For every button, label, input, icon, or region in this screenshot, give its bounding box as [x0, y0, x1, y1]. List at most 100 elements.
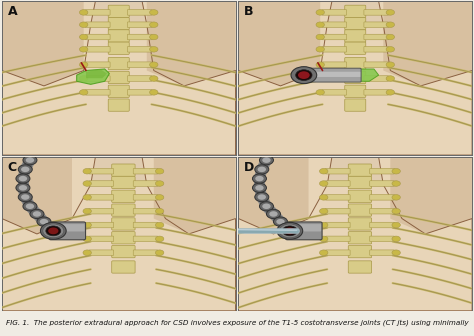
Circle shape	[80, 76, 88, 81]
Circle shape	[319, 181, 328, 186]
Circle shape	[155, 250, 164, 255]
Circle shape	[18, 165, 32, 174]
Circle shape	[83, 236, 91, 242]
Polygon shape	[2, 1, 84, 86]
FancyBboxPatch shape	[128, 34, 152, 40]
Circle shape	[255, 176, 264, 181]
Polygon shape	[91, 1, 147, 25]
FancyBboxPatch shape	[50, 224, 85, 232]
Circle shape	[269, 211, 278, 217]
Circle shape	[386, 62, 394, 68]
FancyBboxPatch shape	[364, 22, 389, 28]
FancyBboxPatch shape	[348, 176, 372, 188]
Text: D: D	[244, 161, 255, 174]
FancyBboxPatch shape	[348, 261, 372, 273]
Circle shape	[259, 156, 273, 165]
Circle shape	[257, 194, 266, 200]
FancyBboxPatch shape	[322, 62, 346, 68]
Circle shape	[253, 174, 266, 183]
FancyBboxPatch shape	[287, 224, 321, 232]
Circle shape	[155, 195, 164, 200]
Circle shape	[392, 168, 401, 174]
Circle shape	[18, 176, 27, 181]
FancyBboxPatch shape	[112, 218, 135, 230]
FancyBboxPatch shape	[108, 99, 129, 111]
FancyBboxPatch shape	[128, 76, 152, 81]
FancyBboxPatch shape	[89, 222, 114, 228]
FancyBboxPatch shape	[303, 68, 361, 82]
FancyBboxPatch shape	[85, 90, 110, 95]
FancyBboxPatch shape	[370, 195, 394, 200]
Circle shape	[155, 208, 164, 214]
FancyBboxPatch shape	[348, 232, 372, 244]
Polygon shape	[238, 1, 472, 155]
Circle shape	[262, 157, 271, 163]
Circle shape	[279, 224, 301, 238]
Circle shape	[386, 34, 394, 40]
Circle shape	[283, 226, 297, 236]
FancyBboxPatch shape	[370, 250, 394, 255]
Circle shape	[316, 22, 324, 28]
FancyBboxPatch shape	[370, 208, 394, 214]
FancyBboxPatch shape	[108, 71, 129, 84]
FancyBboxPatch shape	[370, 168, 394, 174]
Polygon shape	[327, 157, 383, 185]
FancyBboxPatch shape	[364, 90, 389, 95]
Polygon shape	[351, 69, 379, 81]
Circle shape	[43, 224, 64, 238]
Circle shape	[23, 156, 37, 165]
FancyBboxPatch shape	[370, 222, 394, 228]
FancyBboxPatch shape	[112, 164, 135, 176]
Text: FIG. 1.  The posterior extradural approach for CSD involves exposure of the T1-5: FIG. 1. The posterior extradural approac…	[6, 320, 468, 326]
FancyBboxPatch shape	[322, 10, 346, 15]
FancyBboxPatch shape	[112, 176, 135, 188]
FancyBboxPatch shape	[322, 22, 346, 28]
FancyBboxPatch shape	[322, 34, 346, 40]
FancyBboxPatch shape	[325, 195, 350, 200]
Circle shape	[33, 211, 41, 217]
Circle shape	[155, 181, 164, 186]
Polygon shape	[390, 157, 472, 234]
FancyBboxPatch shape	[345, 99, 366, 111]
Circle shape	[150, 47, 158, 52]
Circle shape	[83, 208, 91, 214]
Circle shape	[316, 47, 324, 52]
FancyBboxPatch shape	[325, 250, 350, 255]
Circle shape	[386, 10, 394, 15]
Circle shape	[150, 22, 158, 28]
Circle shape	[392, 195, 401, 200]
Circle shape	[150, 90, 158, 95]
Circle shape	[26, 204, 34, 209]
Text: B: B	[244, 5, 254, 18]
Circle shape	[296, 70, 312, 81]
FancyBboxPatch shape	[345, 85, 366, 97]
Circle shape	[392, 208, 401, 214]
FancyBboxPatch shape	[128, 10, 152, 15]
FancyBboxPatch shape	[133, 181, 158, 186]
FancyBboxPatch shape	[128, 62, 152, 68]
Circle shape	[319, 222, 328, 228]
FancyBboxPatch shape	[133, 168, 158, 174]
FancyBboxPatch shape	[133, 222, 158, 228]
Circle shape	[276, 219, 285, 224]
Circle shape	[48, 227, 58, 234]
FancyBboxPatch shape	[108, 57, 129, 70]
Polygon shape	[2, 157, 72, 234]
Circle shape	[21, 194, 29, 200]
Circle shape	[392, 222, 401, 228]
Circle shape	[255, 193, 269, 202]
Circle shape	[255, 185, 264, 191]
Circle shape	[277, 222, 303, 239]
FancyBboxPatch shape	[133, 236, 158, 242]
Circle shape	[386, 22, 394, 28]
Circle shape	[285, 227, 295, 234]
Circle shape	[155, 168, 164, 174]
Polygon shape	[238, 1, 320, 86]
Circle shape	[266, 209, 281, 219]
FancyBboxPatch shape	[348, 246, 372, 258]
FancyBboxPatch shape	[325, 181, 350, 186]
FancyBboxPatch shape	[322, 47, 346, 52]
Circle shape	[83, 222, 91, 228]
Circle shape	[392, 250, 401, 255]
Circle shape	[319, 236, 328, 242]
